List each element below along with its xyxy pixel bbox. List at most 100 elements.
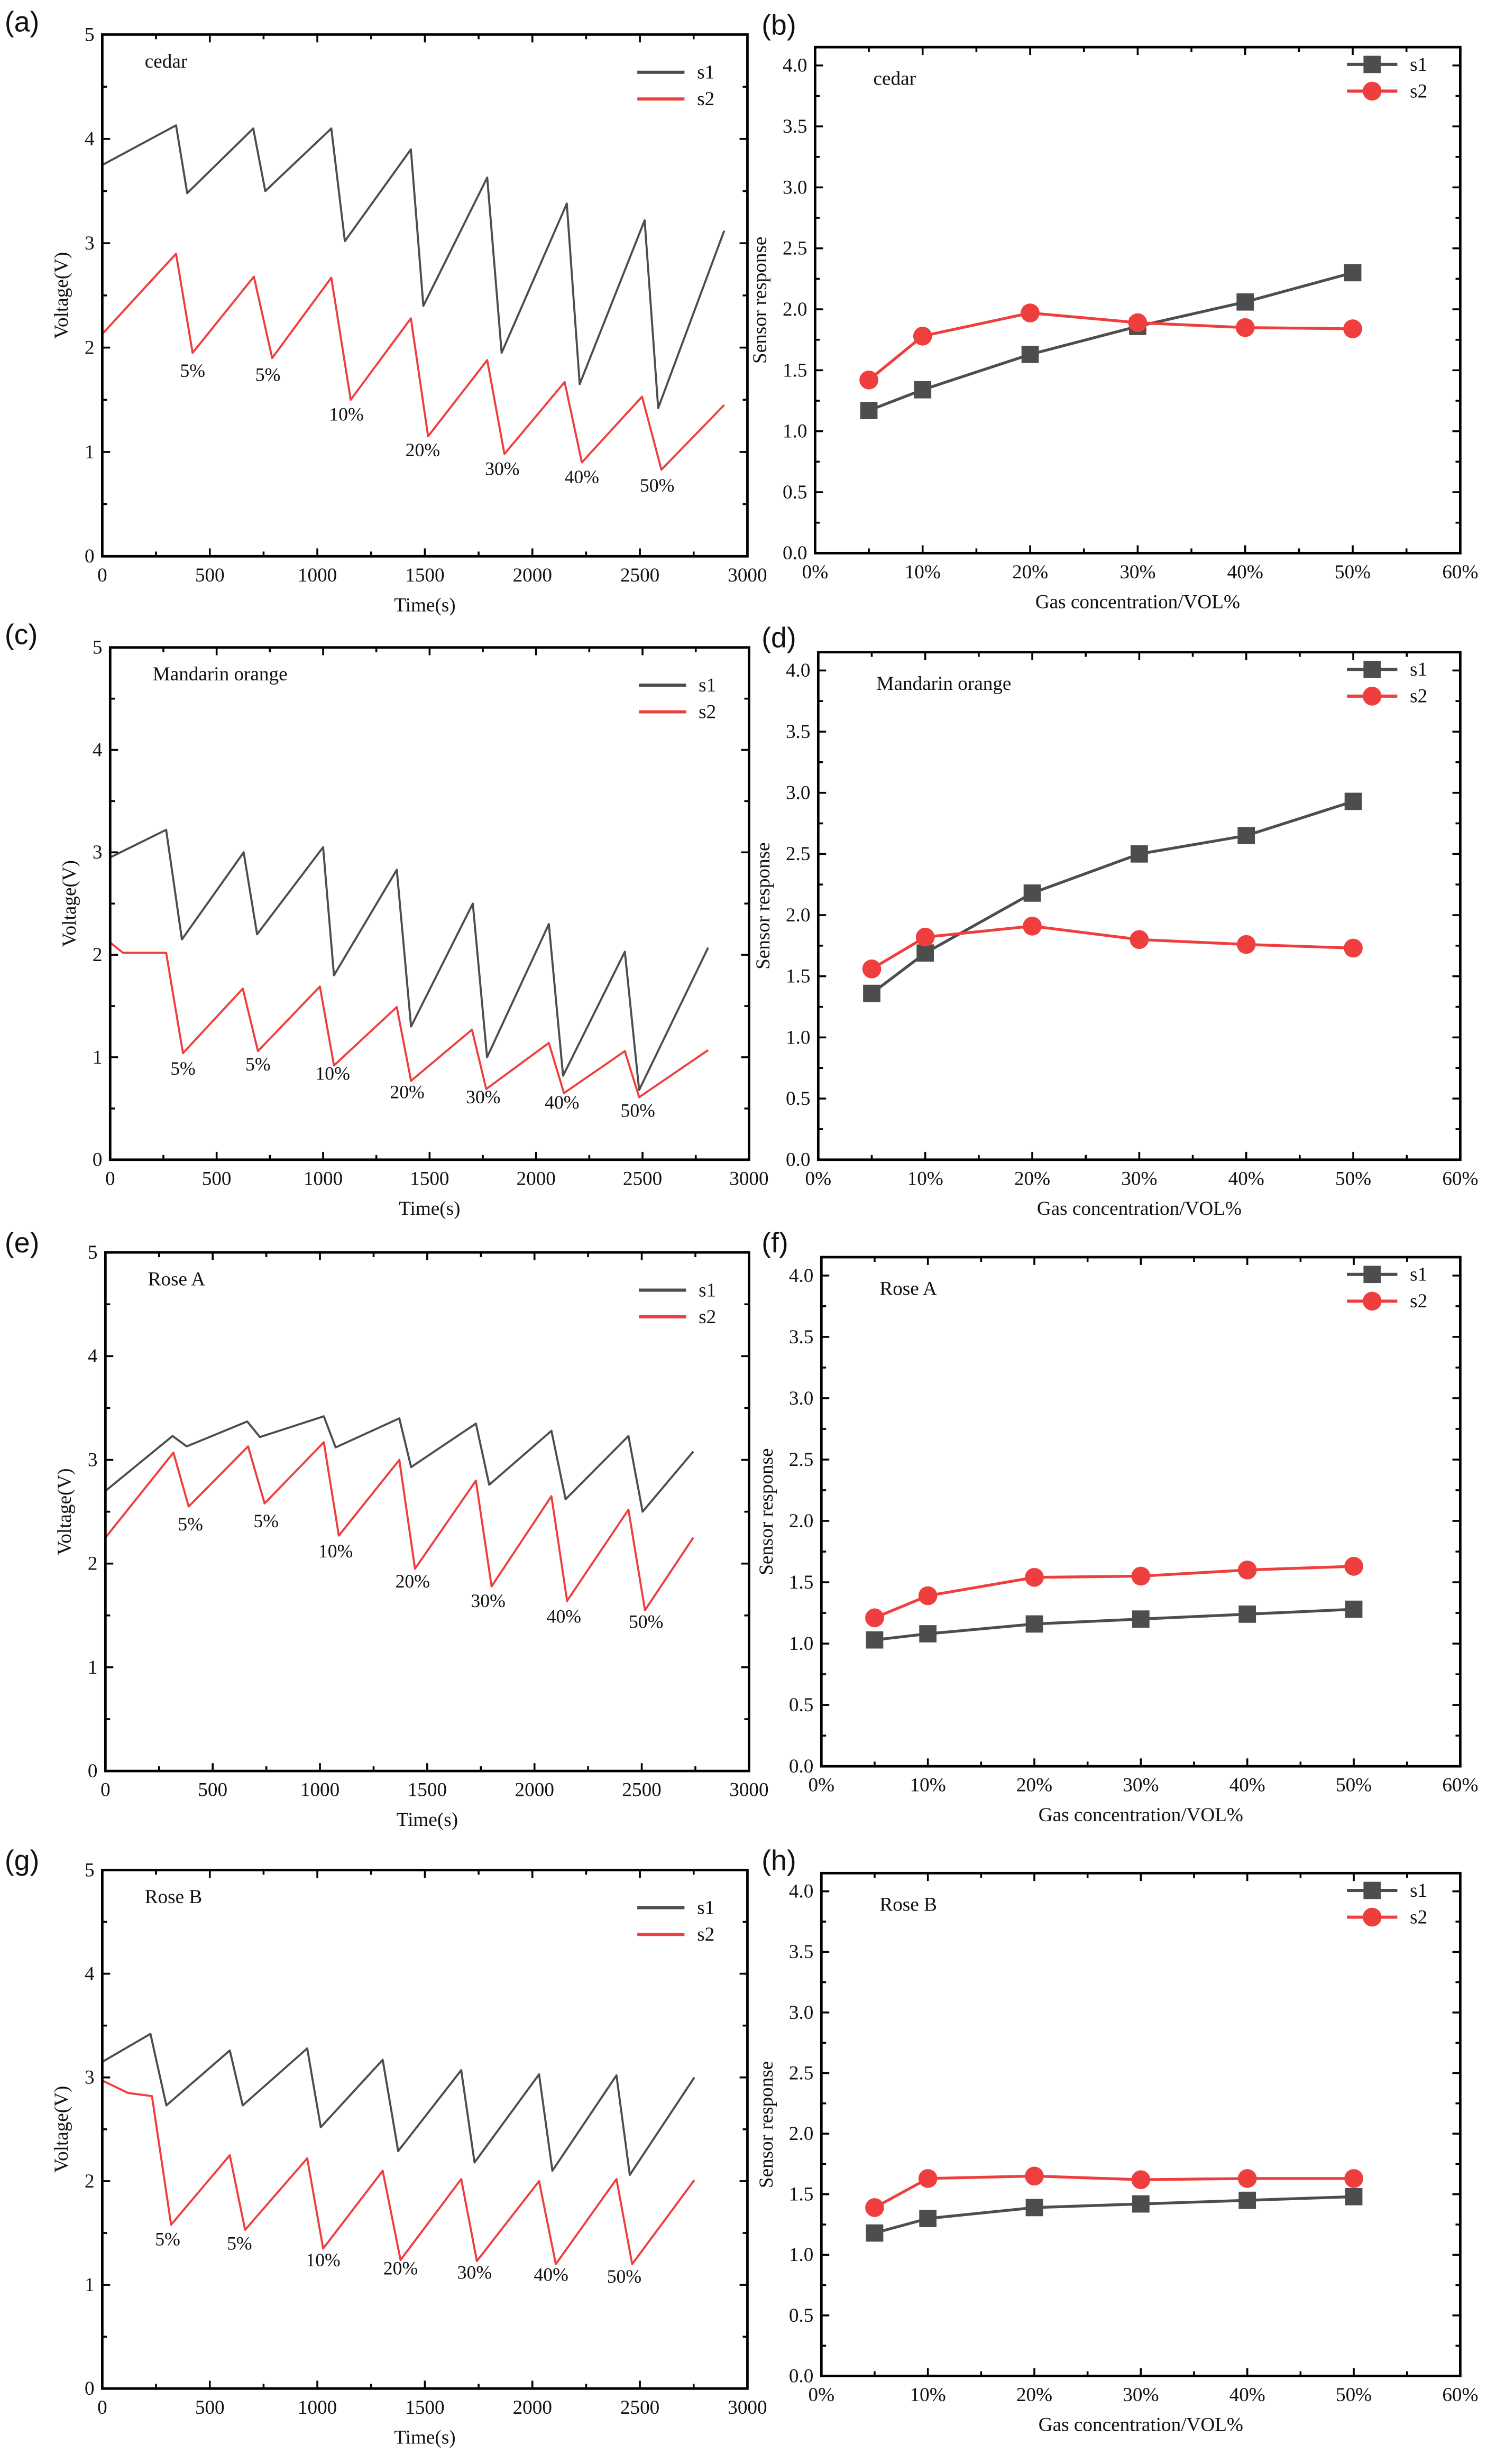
x-tick-label: 2500: [620, 565, 659, 586]
data-point-s2: [1131, 2170, 1151, 2190]
y-tick-label: 3: [88, 1449, 98, 1471]
y-tick-label: 4.0: [789, 1265, 813, 1287]
x-tick-label: 0: [97, 2397, 107, 2419]
sample-annotation: cedar: [145, 51, 188, 72]
data-point-s1: [1238, 2191, 1256, 2209]
concentration-label: 10%: [315, 1063, 350, 1084]
concentration-label: 5%: [178, 1514, 203, 1535]
plot-frame: [101, 1868, 749, 2390]
y-tick-label: 3.0: [783, 177, 807, 198]
legend-label-s1: s1: [699, 1279, 716, 1301]
legend-label-s1: s1: [1410, 54, 1427, 76]
legend-label-s2: s2: [1410, 686, 1427, 707]
x-tick-label: 1000: [304, 1168, 343, 1189]
x-tick-label: 500: [202, 1168, 232, 1189]
concentration-label: 40%: [534, 2264, 568, 2285]
x-axis-label: Gas concentration/VOL%: [1037, 1198, 1242, 1220]
series-line-s1: [105, 1415, 694, 1513]
data-point-s1: [919, 1625, 937, 1642]
sample-annotation: Rose B: [879, 1894, 937, 1916]
concentration-label: 50%: [629, 1611, 663, 1632]
chart-panel-a: (a) 0 500 1000 1500 2000 2500 3000 0 1 2 3 4 5 Time(s)…: [5, 6, 767, 616]
x-tick-label: 10%: [910, 2384, 946, 2406]
x-tick-label: 500: [198, 1779, 227, 1801]
y-tick-label: 3.5: [789, 1941, 813, 1963]
concentration-label: 40%: [565, 466, 599, 487]
series-line-s1: [874, 1608, 1354, 1641]
x-tick-label: 0: [97, 565, 107, 586]
y-tick-label: 2.5: [783, 238, 807, 260]
y-tick-label: 0.5: [783, 482, 807, 503]
data-point-s2: [1128, 313, 1148, 333]
y-tick-label: 2: [85, 2171, 95, 2192]
data-point-s2: [859, 370, 878, 390]
x-tick-label: 40%: [1229, 1775, 1265, 1796]
x-tick-label: 60%: [1442, 1775, 1478, 1796]
x-tick-label: 0%: [805, 1168, 832, 1189]
x-tick-label: 1500: [405, 565, 444, 586]
series-line-s2: [102, 2079, 695, 2265]
y-axis-label: Voltage(V): [59, 860, 80, 947]
y-tick-label: 3: [93, 842, 103, 863]
y-axis-label: Sensor response: [749, 237, 771, 364]
panel-label: (f): [761, 1228, 788, 1259]
data-point-s1: [1025, 1615, 1043, 1633]
data-point-s2: [1343, 319, 1362, 338]
sample-annotation: Rose A: [148, 1269, 206, 1290]
x-tick-label: 500: [195, 2397, 225, 2419]
data-point-s1: [1345, 1600, 1363, 1618]
y-tick-label: 3.5: [783, 116, 807, 137]
data-point-s1: [860, 402, 878, 419]
plot-frame: [816, 651, 1462, 1161]
data-point-s1: [863, 984, 880, 1002]
data-point-s1: [1344, 792, 1362, 810]
panel-label: (h): [761, 1845, 796, 1876]
y-tick-label: 3: [85, 233, 95, 254]
y-tick-label: 2: [93, 944, 103, 966]
sample-annotation: cedar: [873, 68, 916, 90]
sample-annotation: Mandarin orange: [876, 673, 1011, 695]
y-tick-label: 4: [85, 1963, 95, 1985]
plot-frame: [820, 1871, 1462, 2377]
series-line-s2: [109, 942, 709, 1099]
x-tick-label: 30%: [1121, 1168, 1157, 1189]
y-tick-label: 2.0: [789, 1510, 813, 1532]
series-line-s1: [868, 271, 1353, 412]
x-tick-label: 0: [100, 1779, 111, 1801]
y-tick-label: 1.5: [783, 359, 807, 381]
x-axis-label: Gas concentration/VOL%: [1039, 2414, 1243, 2436]
x-axis-label: Gas concentration/VOL%: [1035, 591, 1240, 613]
y-tick-label: 5: [85, 24, 95, 45]
x-tick-label: 40%: [1229, 2384, 1265, 2406]
series-line-s1: [102, 124, 726, 409]
x-axis-label: Time(s): [394, 594, 455, 616]
legend-marker-s1: [1363, 1266, 1381, 1284]
y-tick-label: 1.5: [789, 2184, 813, 2205]
data-point-s2: [1023, 917, 1042, 936]
panel-label: (e): [5, 1228, 39, 1259]
chart-panel-h: (h) 0% 10% 20% 30% 40% 50% 60% 0.0 0.5 1.0 1.5 2.0 2.…: [756, 1845, 1478, 2435]
y-tick-label: 2.0: [786, 905, 810, 926]
plot-frame: [101, 33, 749, 558]
x-tick-label: 20%: [1016, 1775, 1052, 1796]
y-tick-label: 1: [93, 1047, 103, 1068]
chart-panel-f: (f) 0% 10% 20% 30% 40% 50% 60% 0.0 0.5 1.0 1.5 2.0 2.…: [756, 1228, 1478, 1826]
y-tick-label: 1: [88, 1657, 98, 1678]
y-tick-label: 2.0: [789, 2123, 813, 2145]
y-axis-label: Sensor response: [756, 2061, 777, 2188]
legend-marker-s1: [1363, 1881, 1381, 1899]
chart-panel-b: (b) 0% 10% 20% 30% 40% 50% 60% 0.0 0.5 1.0 1.5 2.0 2.…: [749, 10, 1478, 613]
data-point-s2: [913, 326, 932, 346]
chart-panel-e: (e) 0 500 1000 1500 2000 2500 3000 0 1 2 3 4 5 Time(s)…: [5, 1228, 769, 1831]
legend-label-s1: s1: [1410, 1264, 1427, 1286]
x-tick-label: 3000: [728, 2397, 767, 2419]
y-tick-label: 4.0: [789, 1881, 813, 1903]
y-tick-label: 1.0: [789, 1633, 813, 1655]
data-point-s1: [1021, 346, 1039, 363]
data-point-s1: [1025, 2199, 1043, 2217]
data-point-s1: [919, 2210, 937, 2227]
concentration-label: 40%: [545, 1092, 579, 1113]
legend-marker-s2: [1362, 687, 1382, 706]
legend-label-s1: s1: [1410, 659, 1427, 680]
